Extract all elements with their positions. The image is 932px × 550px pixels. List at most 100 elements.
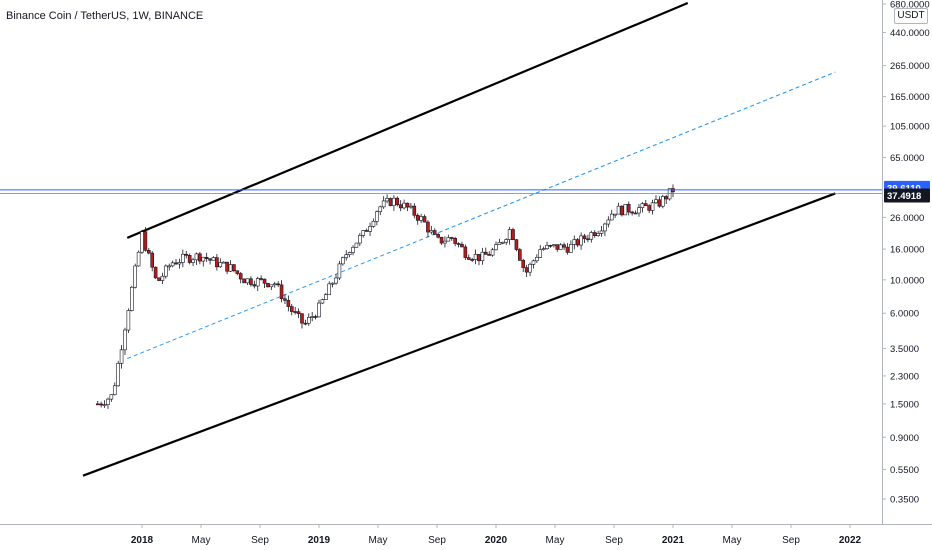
candle <box>160 275 165 281</box>
x-tick-label: 2018 <box>131 535 154 546</box>
candle <box>133 265 137 288</box>
candle <box>599 230 604 234</box>
candle <box>511 229 515 241</box>
candle <box>361 230 366 236</box>
candle <box>279 284 284 300</box>
candle <box>483 251 488 255</box>
candle <box>150 252 155 268</box>
y-tick-label: 1.5000 <box>890 399 919 410</box>
candle <box>208 258 212 261</box>
candle <box>412 205 417 216</box>
candle <box>364 230 369 232</box>
x-tick-label: Sep <box>782 535 800 546</box>
candle <box>637 207 641 214</box>
candle <box>112 385 117 395</box>
price-label-box <box>884 188 930 203</box>
y-tick-label: 10.0000 <box>890 275 924 286</box>
candle <box>528 264 532 273</box>
trendline-channel-upper[interactable] <box>126 2 689 239</box>
candle <box>640 203 645 208</box>
candle <box>402 202 406 209</box>
candle <box>324 294 328 300</box>
candle <box>167 265 172 268</box>
candle <box>276 283 280 286</box>
trendline-channel-lower[interactable] <box>82 192 836 477</box>
candle <box>524 267 529 273</box>
candle <box>109 394 114 400</box>
candle <box>341 257 345 265</box>
candle <box>320 299 325 304</box>
candle <box>221 261 226 264</box>
candle <box>490 249 495 256</box>
candle <box>415 214 420 221</box>
candle <box>405 202 410 208</box>
candle <box>300 313 304 324</box>
candle <box>620 205 624 216</box>
candle <box>443 240 447 244</box>
candle <box>592 232 597 236</box>
price-label: 37.4918 <box>887 191 921 202</box>
candle <box>395 197 400 206</box>
candle <box>501 241 505 244</box>
candle <box>586 238 590 241</box>
x-tick-label: 2020 <box>485 535 508 546</box>
candle <box>293 311 297 313</box>
candle <box>351 246 355 253</box>
candle <box>194 253 199 261</box>
candle <box>460 243 464 248</box>
candle <box>456 243 461 245</box>
candle <box>466 257 471 260</box>
candle <box>538 249 543 258</box>
candle <box>398 204 403 209</box>
time-scale-border <box>0 524 932 525</box>
candle <box>565 246 570 253</box>
candle <box>262 278 267 284</box>
candle <box>174 262 178 265</box>
candle <box>201 256 206 262</box>
candle <box>572 239 577 245</box>
candle <box>548 245 553 247</box>
candle <box>609 213 614 221</box>
y-tick-label: 680.0000 <box>890 0 930 11</box>
candle <box>126 310 131 331</box>
candle <box>579 235 583 246</box>
candle <box>204 256 209 260</box>
candle <box>303 322 308 325</box>
candle <box>153 266 158 279</box>
x-tick-label: May <box>369 535 388 546</box>
x-tick-label: 2019 <box>308 535 331 546</box>
y-tick-label: 0.9000 <box>890 433 919 444</box>
candle <box>477 254 481 262</box>
candle <box>596 233 600 236</box>
candle <box>228 264 233 272</box>
candle <box>354 242 359 248</box>
candle <box>334 277 338 284</box>
candle <box>252 284 257 287</box>
y-tick-label: 440.0000 <box>890 28 930 39</box>
candle <box>589 232 594 240</box>
candle <box>99 403 103 406</box>
candle <box>119 349 124 364</box>
trendline-channel-mid[interactable] <box>127 71 836 360</box>
candle <box>245 278 250 284</box>
x-tick-label: Sep <box>251 535 269 546</box>
candle <box>344 254 349 258</box>
candle <box>347 252 352 256</box>
candle <box>327 283 332 296</box>
currency-label[interactable]: USDT <box>894 8 928 24</box>
candle <box>157 277 161 281</box>
candle <box>657 199 662 207</box>
candle <box>375 211 379 222</box>
candle <box>626 204 631 213</box>
candle <box>613 213 617 216</box>
candle <box>106 398 110 405</box>
candle <box>643 203 648 206</box>
candle <box>480 251 485 262</box>
candle <box>473 254 478 260</box>
candle <box>317 302 321 318</box>
candle <box>562 244 566 248</box>
candle <box>272 283 277 286</box>
candle <box>184 253 189 256</box>
